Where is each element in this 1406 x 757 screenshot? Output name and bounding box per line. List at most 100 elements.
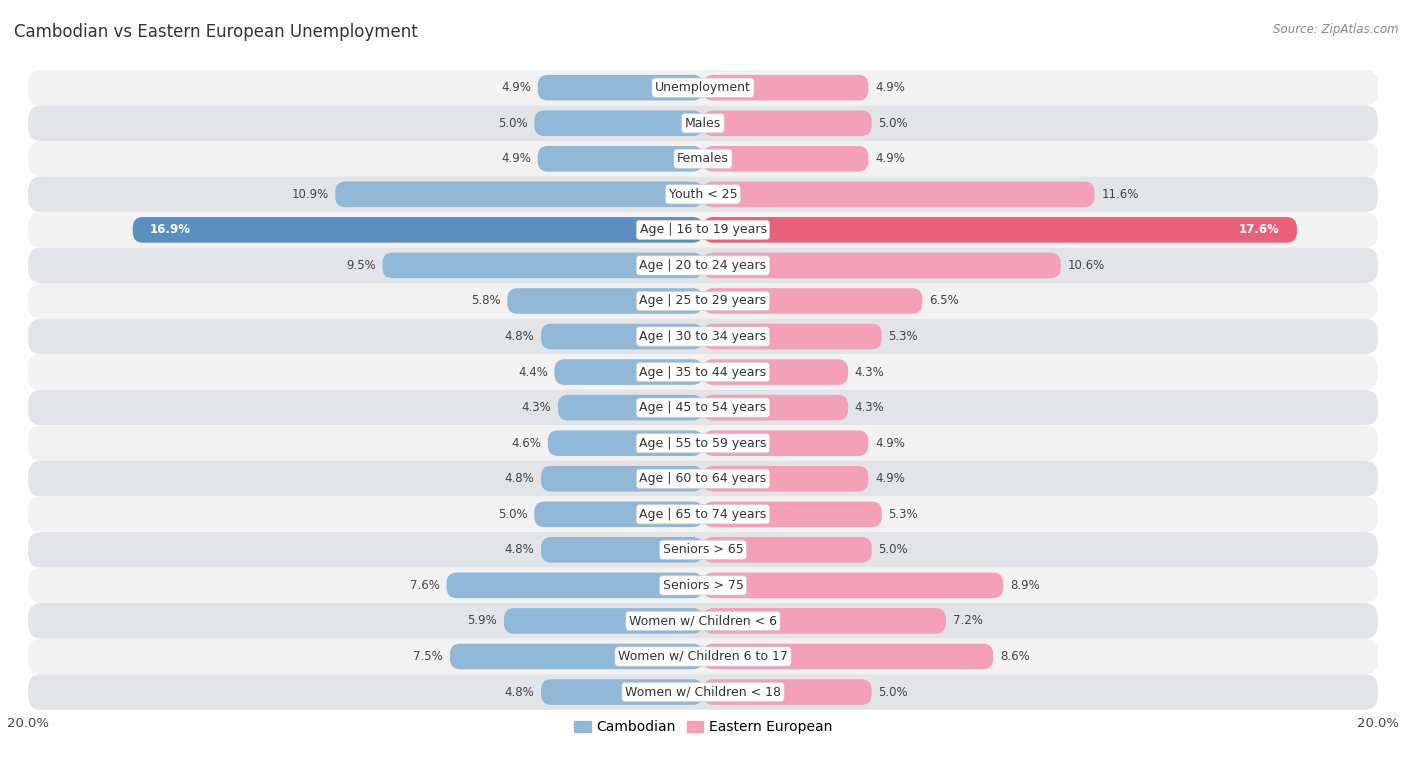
Text: Unemployment: Unemployment	[655, 81, 751, 94]
Text: 4.8%: 4.8%	[505, 686, 534, 699]
Text: 4.8%: 4.8%	[505, 544, 534, 556]
FancyBboxPatch shape	[703, 643, 993, 669]
FancyBboxPatch shape	[537, 146, 703, 172]
FancyBboxPatch shape	[703, 288, 922, 314]
Text: Women w/ Children 6 to 17: Women w/ Children 6 to 17	[619, 650, 787, 663]
Text: 4.9%: 4.9%	[875, 81, 905, 94]
Text: Source: ZipAtlas.com: Source: ZipAtlas.com	[1274, 23, 1399, 36]
Text: Seniors > 75: Seniors > 75	[662, 579, 744, 592]
Text: Women w/ Children < 18: Women w/ Children < 18	[626, 686, 780, 699]
FancyBboxPatch shape	[703, 466, 869, 491]
FancyBboxPatch shape	[541, 679, 703, 705]
Text: 10.9%: 10.9%	[291, 188, 329, 201]
FancyBboxPatch shape	[703, 182, 1094, 207]
Text: 7.2%: 7.2%	[953, 615, 983, 628]
Text: 8.6%: 8.6%	[1000, 650, 1029, 663]
FancyBboxPatch shape	[28, 603, 1378, 639]
FancyBboxPatch shape	[132, 217, 703, 243]
FancyBboxPatch shape	[28, 568, 1378, 603]
Text: 17.6%: 17.6%	[1239, 223, 1279, 236]
FancyBboxPatch shape	[703, 572, 1004, 598]
FancyBboxPatch shape	[537, 75, 703, 101]
FancyBboxPatch shape	[508, 288, 703, 314]
Legend: Cambodian, Eastern European: Cambodian, Eastern European	[568, 715, 838, 740]
FancyBboxPatch shape	[703, 608, 946, 634]
Text: 5.3%: 5.3%	[889, 508, 918, 521]
Text: 4.3%: 4.3%	[855, 401, 884, 414]
FancyBboxPatch shape	[28, 212, 1378, 248]
FancyBboxPatch shape	[447, 572, 703, 598]
Text: Females: Females	[678, 152, 728, 165]
FancyBboxPatch shape	[548, 431, 703, 456]
FancyBboxPatch shape	[28, 70, 1378, 105]
Text: 4.6%: 4.6%	[512, 437, 541, 450]
FancyBboxPatch shape	[703, 75, 869, 101]
FancyBboxPatch shape	[541, 466, 703, 491]
Text: Age | 20 to 24 years: Age | 20 to 24 years	[640, 259, 766, 272]
Text: 5.0%: 5.0%	[879, 544, 908, 556]
Text: 4.8%: 4.8%	[505, 472, 534, 485]
Text: 6.5%: 6.5%	[929, 294, 959, 307]
Text: Women w/ Children < 6: Women w/ Children < 6	[628, 615, 778, 628]
FancyBboxPatch shape	[28, 425, 1378, 461]
Text: 4.9%: 4.9%	[501, 81, 531, 94]
FancyBboxPatch shape	[28, 497, 1378, 532]
FancyBboxPatch shape	[28, 319, 1378, 354]
Text: 4.9%: 4.9%	[875, 437, 905, 450]
FancyBboxPatch shape	[534, 501, 703, 527]
Text: Males: Males	[685, 117, 721, 129]
FancyBboxPatch shape	[703, 111, 872, 136]
FancyBboxPatch shape	[541, 324, 703, 349]
Text: 4.3%: 4.3%	[522, 401, 551, 414]
FancyBboxPatch shape	[28, 461, 1378, 497]
FancyBboxPatch shape	[703, 217, 1296, 243]
FancyBboxPatch shape	[28, 248, 1378, 283]
Text: 4.3%: 4.3%	[855, 366, 884, 378]
FancyBboxPatch shape	[703, 146, 869, 172]
Text: 5.0%: 5.0%	[879, 686, 908, 699]
FancyBboxPatch shape	[703, 395, 848, 420]
FancyBboxPatch shape	[703, 679, 872, 705]
FancyBboxPatch shape	[450, 643, 703, 669]
Text: 4.4%: 4.4%	[517, 366, 548, 378]
Text: 4.9%: 4.9%	[875, 152, 905, 165]
FancyBboxPatch shape	[703, 431, 869, 456]
FancyBboxPatch shape	[703, 324, 882, 349]
Text: Age | 25 to 29 years: Age | 25 to 29 years	[640, 294, 766, 307]
Text: Age | 35 to 44 years: Age | 35 to 44 years	[640, 366, 766, 378]
Text: 7.6%: 7.6%	[411, 579, 440, 592]
Text: 5.9%: 5.9%	[467, 615, 498, 628]
FancyBboxPatch shape	[382, 253, 703, 279]
Text: 5.3%: 5.3%	[889, 330, 918, 343]
Text: Age | 30 to 34 years: Age | 30 to 34 years	[640, 330, 766, 343]
FancyBboxPatch shape	[558, 395, 703, 420]
Text: Age | 16 to 19 years: Age | 16 to 19 years	[640, 223, 766, 236]
Text: 10.6%: 10.6%	[1067, 259, 1105, 272]
FancyBboxPatch shape	[28, 639, 1378, 674]
Text: Seniors > 65: Seniors > 65	[662, 544, 744, 556]
FancyBboxPatch shape	[534, 111, 703, 136]
Text: Age | 60 to 64 years: Age | 60 to 64 years	[640, 472, 766, 485]
FancyBboxPatch shape	[703, 501, 882, 527]
Text: 5.8%: 5.8%	[471, 294, 501, 307]
FancyBboxPatch shape	[28, 390, 1378, 425]
FancyBboxPatch shape	[503, 608, 703, 634]
Text: Cambodian vs Eastern European Unemployment: Cambodian vs Eastern European Unemployme…	[14, 23, 418, 41]
Text: 5.0%: 5.0%	[879, 117, 908, 129]
FancyBboxPatch shape	[703, 537, 872, 562]
FancyBboxPatch shape	[28, 674, 1378, 710]
Text: 9.5%: 9.5%	[346, 259, 375, 272]
FancyBboxPatch shape	[554, 360, 703, 385]
FancyBboxPatch shape	[541, 537, 703, 562]
Text: 4.8%: 4.8%	[505, 330, 534, 343]
Text: 11.6%: 11.6%	[1101, 188, 1139, 201]
FancyBboxPatch shape	[28, 354, 1378, 390]
FancyBboxPatch shape	[335, 182, 703, 207]
Text: 8.9%: 8.9%	[1010, 579, 1040, 592]
FancyBboxPatch shape	[28, 532, 1378, 568]
FancyBboxPatch shape	[28, 283, 1378, 319]
Text: 16.9%: 16.9%	[149, 223, 191, 236]
FancyBboxPatch shape	[703, 360, 848, 385]
FancyBboxPatch shape	[28, 176, 1378, 212]
Text: 4.9%: 4.9%	[875, 472, 905, 485]
